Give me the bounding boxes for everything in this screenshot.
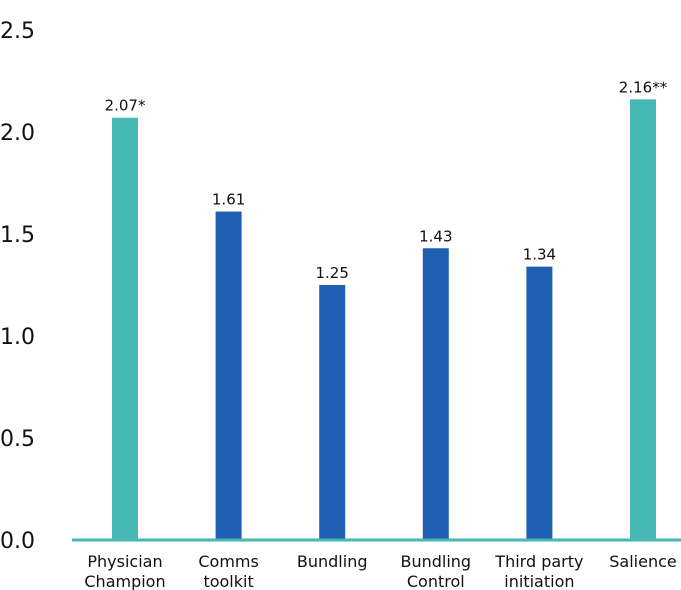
category-label: initiation (504, 572, 574, 590)
data-label: 1.61 (212, 191, 245, 209)
bar (422, 248, 449, 540)
bar (319, 285, 346, 540)
data-label: 1.34 (523, 246, 556, 264)
category-label: Comms (198, 552, 258, 571)
category-label: Physician (87, 552, 162, 571)
data-label: 2.07* (105, 97, 146, 115)
category-label: Bundling (400, 552, 471, 571)
bars (112, 99, 656, 541)
bar (112, 117, 138, 540)
y-tick-label: 1.0 (0, 325, 35, 350)
data-label: 2.16** (619, 78, 668, 96)
data-label: 1.25 (315, 264, 348, 282)
category-label: Salience (609, 552, 676, 571)
y-tick-label: 1.5 (0, 223, 35, 248)
category-label: Bundling (297, 552, 368, 571)
category-label: Control (407, 572, 465, 590)
data-labels: 2.07* 1.61 1.25 1.43 1.34 2.16** (105, 78, 668, 282)
bar (630, 99, 656, 541)
category-label: Champion (84, 572, 165, 590)
y-tick-label: 0.0 (0, 529, 35, 554)
bar (526, 266, 553, 540)
y-tick-label: 2.5 (0, 19, 35, 44)
y-tick-label: 2.0 (0, 121, 35, 146)
data-label: 1.43 (419, 227, 452, 245)
y-tick-label: 0.5 (0, 427, 35, 452)
category-label: toolkit (203, 572, 253, 590)
y-axis-ticks: 0.0 0.5 1.0 1.5 2.0 2.5 (0, 19, 35, 554)
bar (215, 211, 242, 540)
category-label: Third party (494, 552, 583, 571)
